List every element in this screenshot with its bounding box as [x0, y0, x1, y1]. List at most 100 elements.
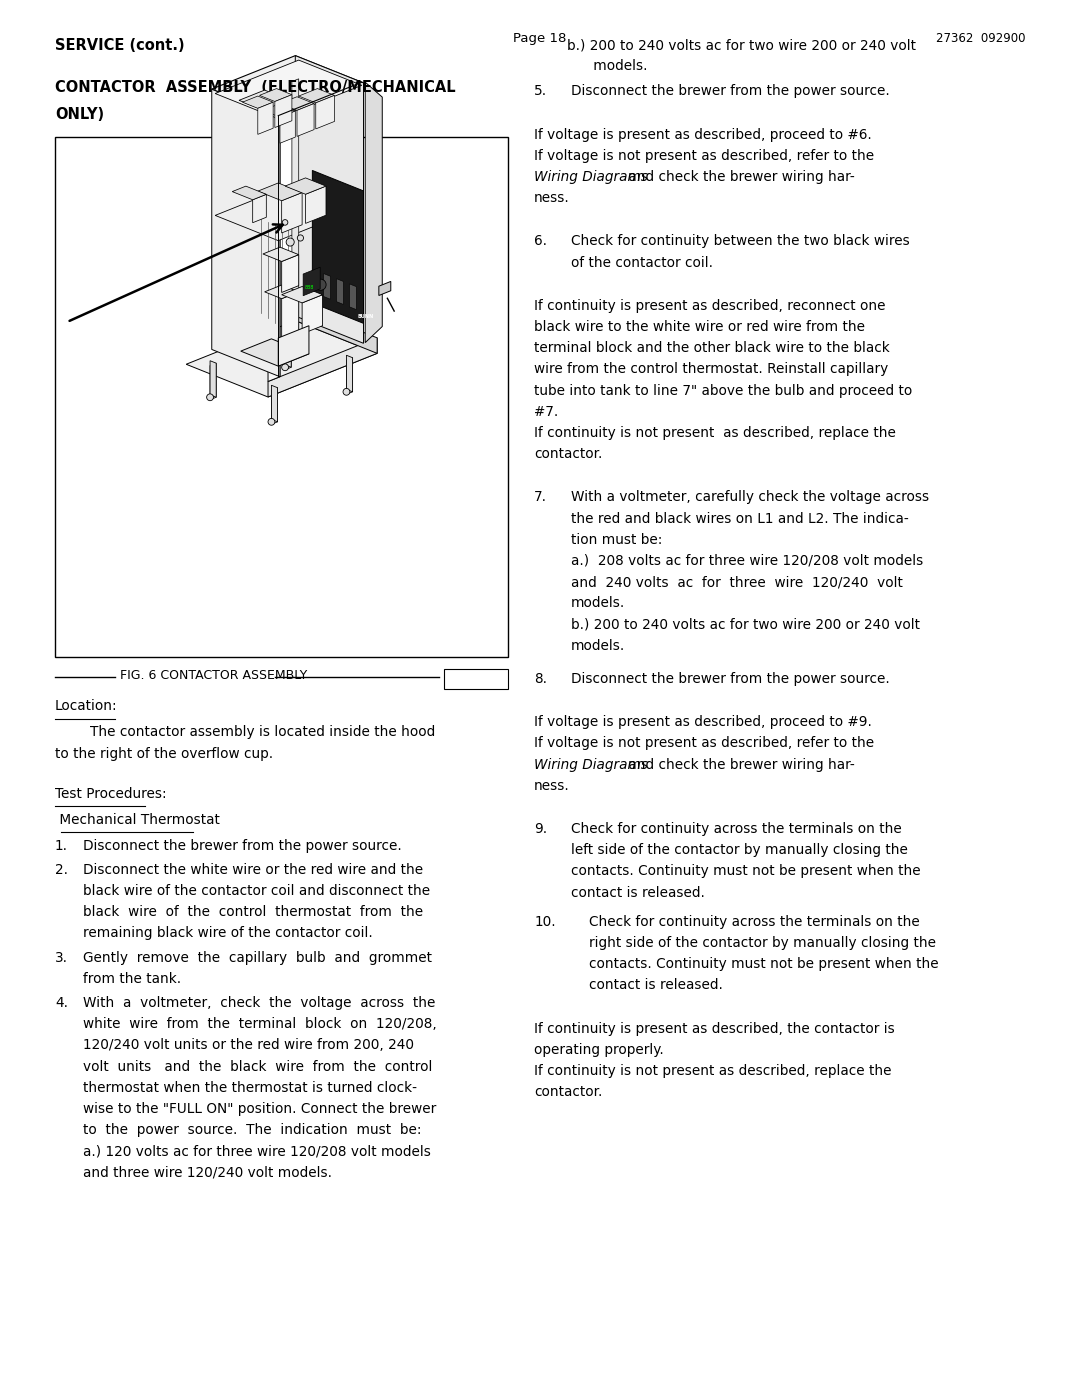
Circle shape — [282, 219, 288, 225]
Polygon shape — [337, 279, 343, 305]
Polygon shape — [295, 305, 377, 353]
Bar — [444, 669, 509, 689]
Text: 6.: 6. — [535, 235, 548, 249]
Polygon shape — [258, 183, 302, 201]
Text: and  240 volts  ac  for  three  wire  120/240  volt: and 240 volts ac for three wire 120/240 … — [571, 576, 903, 590]
Text: 2.: 2. — [55, 863, 68, 877]
Text: 27362  092900: 27362 092900 — [935, 32, 1025, 45]
Text: contactor.: contactor. — [535, 447, 603, 461]
Text: Location:: Location: — [55, 698, 118, 712]
Polygon shape — [268, 338, 377, 397]
Text: white  wire  from  the  terminal  block  on  120/208,: white wire from the terminal block on 12… — [83, 1017, 436, 1031]
Text: Wiring Diagrams: Wiring Diagrams — [535, 757, 648, 771]
Circle shape — [286, 237, 294, 246]
Polygon shape — [282, 254, 299, 292]
Polygon shape — [282, 292, 299, 342]
Text: Test Procedures:: Test Procedures: — [55, 787, 166, 800]
Polygon shape — [303, 267, 320, 296]
Polygon shape — [210, 360, 216, 397]
Polygon shape — [262, 247, 299, 261]
Text: to the right of the overflow cup.: to the right of the overflow cup. — [55, 747, 273, 761]
Text: ness.: ness. — [535, 778, 570, 793]
Polygon shape — [285, 331, 292, 367]
Text: models.: models. — [567, 59, 648, 73]
Polygon shape — [258, 102, 273, 134]
Text: left side of the contactor by manually closing the: left side of the contactor by manually c… — [571, 844, 908, 858]
Text: SERVICE (cont.): SERVICE (cont.) — [55, 38, 185, 53]
Text: 8.: 8. — [535, 672, 548, 686]
Text: tube into tank to line 7" above the bulb and proceed to: tube into tank to line 7" above the bulb… — [535, 384, 913, 398]
Polygon shape — [280, 96, 314, 110]
Text: 10.: 10. — [535, 915, 556, 929]
Polygon shape — [265, 285, 299, 299]
Text: wise to the "FULL ON" position. Connect the brewer: wise to the "FULL ON" position. Connect … — [83, 1102, 436, 1116]
Circle shape — [343, 388, 350, 395]
Circle shape — [206, 394, 214, 401]
Text: 120/240 volt units or the red wire from 200, 240: 120/240 volt units or the red wire from … — [83, 1038, 414, 1052]
Text: CONTACTOR  ASSEMBLY  (ELECTRO/MECHANICAL: CONTACTOR ASSEMBLY (ELECTRO/MECHANICAL — [55, 80, 456, 95]
Text: If continuity is present as described, reconnect one: If continuity is present as described, r… — [535, 299, 886, 313]
Polygon shape — [292, 78, 299, 342]
Polygon shape — [271, 386, 278, 422]
Text: operating properly.: operating properly. — [535, 1042, 664, 1056]
Polygon shape — [268, 116, 280, 381]
Text: and check the brewer wiring har-: and check the brewer wiring har- — [624, 757, 855, 771]
Circle shape — [315, 279, 326, 291]
Text: If voltage is present as described, proceed to #6.: If voltage is present as described, proc… — [535, 127, 872, 141]
Text: 7.: 7. — [535, 490, 548, 504]
Text: a.)  208 volts ac for three wire 120/208 volt models: a.) 208 volts ac for three wire 120/208 … — [571, 555, 923, 569]
Polygon shape — [282, 193, 302, 233]
Text: If voltage is not present as described, refer to the: If voltage is not present as described, … — [535, 736, 875, 750]
Text: If continuity is present as described, the contactor is: If continuity is present as described, t… — [535, 1021, 895, 1035]
Text: Gently  remove  the  capillary  bulb  and  grommet: Gently remove the capillary bulb and gro… — [83, 950, 432, 964]
Text: Page 18: Page 18 — [513, 32, 567, 45]
Text: 5.: 5. — [535, 84, 548, 98]
Text: Disconnect the brewer from the power source.: Disconnect the brewer from the power sou… — [571, 84, 890, 98]
Text: Check for continuity across the terminals on the: Check for continuity across the terminal… — [590, 915, 920, 929]
Polygon shape — [324, 274, 330, 299]
Text: The contactor assembly is located inside the hood: The contactor assembly is located inside… — [55, 725, 435, 739]
Polygon shape — [279, 326, 309, 366]
Text: 888: 888 — [305, 285, 314, 291]
Polygon shape — [242, 96, 273, 109]
Polygon shape — [347, 358, 352, 394]
Circle shape — [282, 363, 288, 370]
Text: contacts. Continuity must not be present when the: contacts. Continuity must not be present… — [590, 957, 939, 971]
Polygon shape — [315, 95, 335, 129]
Text: contact is released.: contact is released. — [590, 978, 724, 992]
Text: of the contactor coil.: of the contactor coil. — [571, 256, 713, 270]
Text: models.: models. — [571, 597, 625, 610]
Polygon shape — [274, 95, 292, 127]
Text: Mechanical Thermostat: Mechanical Thermostat — [55, 813, 220, 827]
Text: With  a  voltmeter,  check  the  voltage  across  the: With a voltmeter, check the voltage acro… — [83, 996, 435, 1010]
Polygon shape — [262, 105, 295, 117]
Text: FIG. 6 CONTACTOR ASSEMBLY: FIG. 6 CONTACTOR ASSEMBLY — [120, 669, 307, 682]
Text: Disconnect the brewer from the power source.: Disconnect the brewer from the power sou… — [83, 838, 402, 852]
Text: If voltage is not present as described, refer to the: If voltage is not present as described, … — [535, 149, 875, 163]
Text: right side of the contactor by manually closing the: right side of the contactor by manually … — [590, 936, 936, 950]
Text: If continuity is not present  as described, replace the: If continuity is not present as describe… — [535, 426, 896, 440]
Circle shape — [268, 419, 274, 425]
Text: black wire of the contactor coil and disconnect the: black wire of the contactor coil and dis… — [83, 884, 430, 898]
Text: and check the brewer wiring har-: and check the brewer wiring har- — [624, 170, 855, 184]
Text: the red and black wires on L1 and L2. The indica-: the red and black wires on L1 and L2. Th… — [571, 511, 909, 525]
Polygon shape — [295, 56, 364, 344]
Text: 4.: 4. — [55, 996, 68, 1010]
Text: black  wire  of  the  control  thermostat  from  the: black wire of the control thermostat fro… — [83, 905, 423, 919]
Polygon shape — [379, 281, 391, 296]
Polygon shape — [365, 82, 382, 342]
Text: b.) 200 to 240 volts ac for two wire 200 or 240 volt: b.) 200 to 240 volts ac for two wire 200… — [567, 38, 916, 52]
Text: tion must be:: tion must be: — [571, 532, 663, 546]
Text: black wire to the white wire or red wire from the: black wire to the white wire or red wire… — [535, 320, 865, 334]
Text: ONLY): ONLY) — [55, 108, 104, 122]
Polygon shape — [210, 363, 216, 400]
Polygon shape — [350, 284, 356, 310]
Text: b.) 200 to 240 volts ac for two wire 200 or 240 volt: b.) 200 to 240 volts ac for two wire 200… — [571, 617, 920, 631]
Text: BUNN: BUNN — [357, 314, 374, 319]
Polygon shape — [299, 88, 335, 103]
Polygon shape — [212, 89, 280, 377]
Polygon shape — [280, 110, 295, 144]
Polygon shape — [302, 295, 323, 334]
Text: ness.: ness. — [535, 191, 570, 205]
Text: With a voltmeter, carefully check the voltage across: With a voltmeter, carefully check the vo… — [571, 490, 930, 504]
